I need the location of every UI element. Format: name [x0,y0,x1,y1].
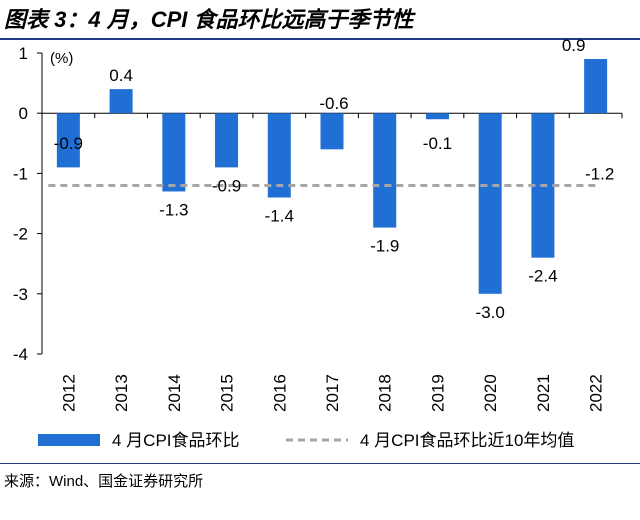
x-tick-label: 2018 [376,374,395,412]
x-tick-label: 2012 [59,374,78,412]
average-line-label: -1.2 [585,164,614,183]
x-tick-label: 2016 [270,374,289,412]
axes: 1 0 -1 -2 -3 -4 (%) 2012 2013 2014 2015 2016 2017 201… [13,44,623,412]
x-tick-label: 2017 [323,374,342,412]
legend: 4 月CPI食品环比 4 月CPI食品环比近10年均值 [38,431,574,450]
data-label-2020: -3.0 [476,303,505,322]
data-label-2017: -0.6 [319,94,348,113]
x-tick-label: 2013 [112,374,131,412]
bar-2020 [478,113,502,294]
y-tick-label: 1 [19,44,28,63]
data-label-2015: -0.9 [212,176,241,195]
x-tick-label: 2015 [218,374,237,412]
bar-2022 [584,59,608,114]
bar-2016 [267,113,291,198]
figure-title: 图表 3：4 月，CPI 食品环比远高于季节性 [4,7,414,32]
legend-label-bar: 4 月CPI食品环比 [112,431,240,450]
bar-2018 [373,113,397,228]
data-label-2022: 0.9 [562,36,586,55]
data-label-2016: -1.4 [265,206,294,225]
source-note: 来源：Wind、国金证券研究所 [4,473,204,490]
chart: 1 0 -1 -2 -3 -4 (%) 2012 2013 2014 2015 2016 2017 201… [13,36,623,450]
data-label-2014: -1.3 [159,200,188,219]
data-label-2018: -1.9 [370,237,399,256]
data-label-2021: -2.4 [528,267,557,286]
x-tick-label: 2021 [534,374,553,412]
bar-2012 [56,113,80,168]
bar-2014 [162,113,186,192]
bar-2015 [215,113,239,168]
bar-2013 [109,89,133,114]
y-tick-label: 0 [19,104,28,123]
y-tick-label: -3 [13,285,28,304]
title-rule [0,38,640,40]
y-tick-label: -4 [13,345,28,364]
bar-2019 [425,113,449,120]
unit-label: (%) [50,50,73,67]
data-label-2013: 0.4 [109,66,133,85]
x-tick-label: 2020 [481,374,500,412]
data-labels: -0.9 0.4 -1.3 -0.9 -1.4 -0.6 -1.9 -0.1 -3.0 -2.4 0… [54,36,586,322]
bar-2017 [320,113,344,150]
x-tick-label: 2014 [165,374,184,412]
legend-label-average: 4 月CPI食品环比近10年均值 [360,431,574,450]
average-line-group: -1.2 [48,164,614,187]
data-label-2019: -0.1 [423,134,452,153]
x-tick-label: 2022 [587,374,606,412]
y-tick-label: -2 [13,225,28,244]
legend-swatch-bar [38,434,100,446]
source-rule [0,463,640,464]
x-tick-label: 2019 [428,374,447,412]
data-label-2012: -0.9 [54,134,83,153]
y-tick-label: -1 [13,164,28,183]
